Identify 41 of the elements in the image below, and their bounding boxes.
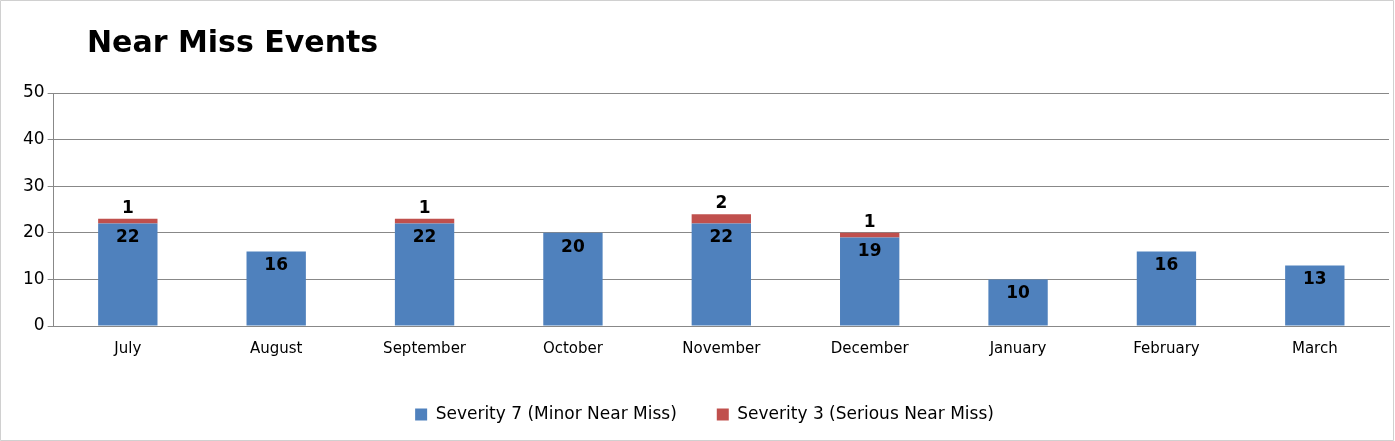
data-label: 22 [412, 226, 437, 247]
x-tick-label: February [1133, 338, 1200, 357]
y-tick-label: 30 [22, 174, 45, 195]
chart-title: Near Miss Events [87, 24, 379, 59]
data-label: 22 [115, 226, 140, 247]
x-tick-label: March [1291, 338, 1338, 357]
data-label: 2 [715, 192, 728, 213]
x-tick-label: September [383, 338, 467, 357]
legend-label: Severity 7 (Minor Near Miss) [435, 402, 677, 423]
data-label: 1 [121, 196, 134, 217]
bar [98, 223, 158, 326]
data-label: 16 [264, 254, 289, 275]
data-label: 1 [418, 196, 431, 217]
x-tick-label: October [542, 338, 604, 357]
data-label: 1 [863, 210, 876, 231]
y-tick-label: 50 [22, 81, 45, 102]
x-tick-label: July [113, 338, 142, 357]
bar [543, 232, 603, 326]
y-tick-label: 10 [22, 267, 45, 288]
y-tick-label: 20 [22, 221, 45, 242]
data-label: 16 [1154, 254, 1179, 275]
bar [840, 237, 900, 326]
bar [1136, 251, 1197, 326]
bar [691, 214, 751, 224]
legend-label: Severity 3 (Serious Near Miss) [737, 402, 994, 423]
x-tick-label: November [682, 338, 762, 357]
y-tick-label: 0 [33, 314, 45, 335]
data-label: 20 [561, 235, 585, 256]
x-tick-label: December [830, 338, 910, 357]
bar [1285, 265, 1345, 326]
data-label: 19 [857, 240, 882, 261]
x-tick-label: August [249, 338, 303, 357]
bar [394, 223, 455, 326]
bar [691, 223, 751, 326]
data-label: 22 [709, 226, 734, 247]
x-tick-label: January [988, 338, 1047, 357]
y-tick-label: 40 [22, 128, 45, 149]
data-label: 13 [1302, 268, 1327, 289]
bar [246, 251, 306, 326]
data-label: 10 [1006, 282, 1031, 303]
bar [988, 279, 1048, 326]
